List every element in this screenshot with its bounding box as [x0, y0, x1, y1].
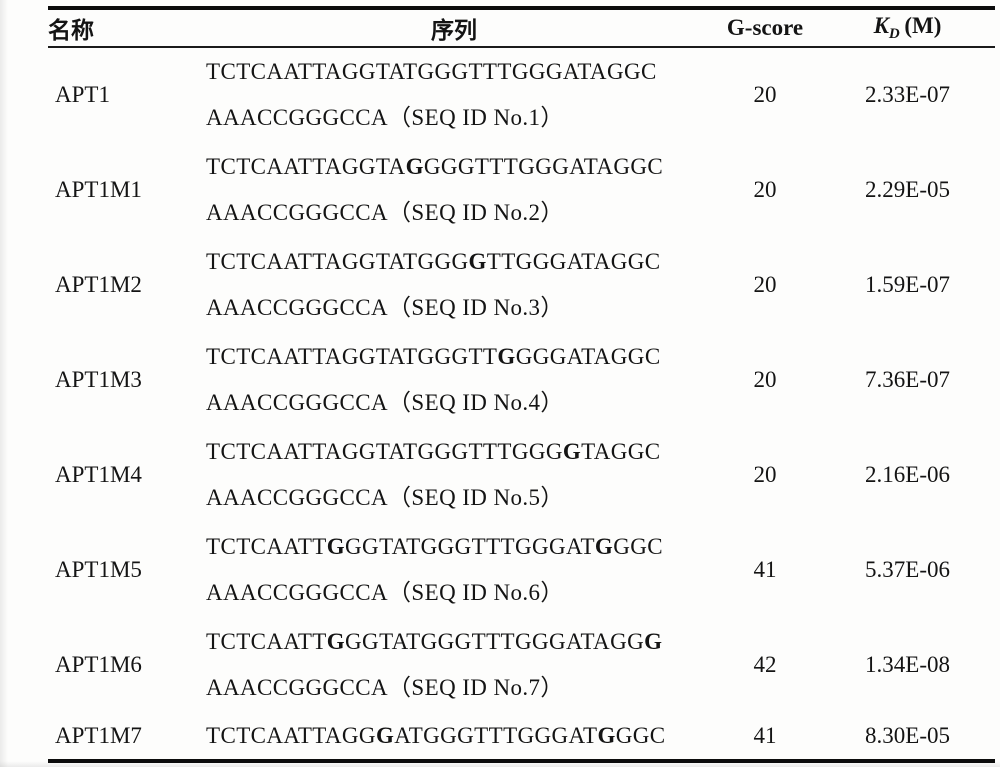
scan-edge-artifact: [0, 0, 8, 767]
mutated-base: G: [405, 153, 424, 179]
sequence-segment: TCTCAATTAGG: [206, 722, 376, 748]
mutated-base: G: [594, 533, 614, 559]
sequence-line-1: TCTCAATTAGGGATGGGTTTGGGATGGGC: [206, 713, 710, 759]
col-header-name: 名称: [48, 6, 198, 48]
gscore-cell: 20: [753, 461, 777, 487]
gscore-cell: 20: [753, 271, 777, 297]
sequence-cell: TCTCAATTAGGTATGGGGTTGGGATAGGC AAACCGGGCCA…: [198, 237, 710, 332]
gscore-cell: 41: [710, 712, 820, 763]
table-row: APT1M4 TCTCAATTAGGTATGGGTTTGGGGTAGGC AAACC…: [48, 427, 995, 522]
aptamer-name-cell: APT1M2: [55, 271, 142, 297]
table-row: APT1M2 TCTCAATTAGGTATGGGGTTGGGATAGGC AAACC…: [48, 237, 995, 332]
table-row: APT1M5 TCTCAATTGGGTATGGGTTTGGGATGGGC AAACC…: [48, 522, 995, 617]
sequence-line-1: TCTCAATTAGGTATGGGTTTGGGGTAGGC: [206, 429, 710, 475]
aptamer-name-cell: APT1M6: [55, 651, 142, 677]
sequence-line-2: AAACCGGGCCA（SEQ ID No.3）: [206, 294, 564, 320]
sequence-segment: TCTCAATTAGGTA: [206, 153, 406, 179]
kd-value-cell: 1.59E-07: [865, 271, 950, 297]
mutated-base: G: [562, 438, 582, 464]
gscore-cell: 20: [753, 176, 777, 202]
mutated-base: G: [468, 248, 487, 274]
sequence-segment: TCTCAATTAGGTATGGGTTTGGG: [206, 438, 563, 464]
table-row: APT1M6 TCTCAATTGGGTATGGGTTTGGGATAGGG AAACC…: [48, 617, 995, 712]
sequence-line-2: AAACCGGGCCA（SEQ ID No.4）: [206, 389, 564, 415]
mutated-base: G: [497, 343, 516, 369]
mutated-base: G: [644, 628, 663, 654]
gscore-cell: 20: [753, 366, 777, 392]
col-header-gscore: G-score: [710, 6, 820, 48]
kd-value-cell: 5.37E-06: [865, 556, 950, 582]
sequence-line-2: AAACCGGGCCA（SEQ ID No.6）: [206, 579, 564, 605]
aptamer-sequence-table: 名称 序列 G-score KD (M) APT1 TCTCAATTAGGTATG…: [48, 6, 995, 763]
col-header-kd: KD (M): [820, 6, 995, 48]
aptamer-name-cell: APT1M7: [48, 712, 198, 763]
sequence-line-1: TCTCAATTAGGTATGGGTTTGGGATAGGC: [206, 49, 710, 95]
kd-header-formula: KD (M): [873, 13, 942, 42]
sequence-line-1: TCTCAATTAGGTAGGGGTTTGGGATAGGC: [206, 144, 710, 190]
kd-value-cell: 2.29E-05: [865, 176, 950, 202]
sequence-segment: GGTATGGGTTTGGGAT: [345, 533, 595, 559]
sequence-cell: TCTCAATTAGGGATGGGTTTGGGATGGGC: [198, 712, 710, 763]
aptamer-name-cell: APT1M4: [55, 461, 142, 487]
table-row: APT1M7 TCTCAATTAGGGATGGGTTTGGGATGGGC 41 8.3…: [48, 712, 995, 763]
gscore-cell: 41: [753, 556, 777, 582]
mutated-base: G: [326, 533, 346, 559]
gscore-cell: 42: [753, 651, 777, 677]
kd-value-cell: 2.16E-06: [865, 461, 950, 487]
aptamer-name-cell: APT1M5: [55, 556, 142, 582]
sequence-segment: TCTCAATT: [206, 628, 327, 654]
sequence-segment: TCTCAATTAGGTATGGG: [206, 248, 469, 274]
scan-edge-artifact: [0, 761, 1000, 767]
sequence-line-1: TCTCAATTGGGTATGGGTTTGGGATAGGG: [206, 619, 710, 665]
mutated-base: G: [326, 628, 346, 654]
sequence-segment: TAGGC: [581, 438, 661, 464]
header-row: 名称 序列 G-score KD (M): [48, 6, 995, 48]
kd-value-cell: 2.33E-07: [865, 82, 950, 107]
table-header: 名称 序列 G-score KD (M): [48, 6, 995, 48]
sequence-line-2: AAACCGGGCCA（SEQ ID No.7）: [206, 674, 564, 700]
sequence-line-1: TCTCAATTGGGTATGGGTTTGGGATGGGC: [206, 524, 710, 570]
sequence-line-2: AAACCGGGCCA（SEQ ID No.5）: [206, 484, 564, 510]
sequence-segment: TCTCAATTAGGTATGGGTTTGGGATAGGC: [206, 59, 657, 84]
table-row: APT1M1 TCTCAATTAGGTAGGGGTTTGGGATAGGC AAACC…: [48, 142, 995, 237]
sequence-line-2: AAACCGGGCCA（SEQ ID No.1）: [206, 105, 564, 130]
sequence-segment: GGC: [613, 533, 663, 559]
aptamer-name-cell: APT1M1: [55, 176, 142, 202]
sequence-cell: TCTCAATTAGGTATGGGTTTGGGGTAGGC AAACCGGGCCA…: [198, 427, 710, 522]
table-body: APT1 TCTCAATTAGGTATGGGTTTGGGATAGGC AAACCGG…: [48, 47, 995, 763]
table-row: APT1 TCTCAATTAGGTATGGGTTTGGGATAGGC AAACCGG…: [48, 47, 995, 142]
sequence-segment: GGGATAGGC: [515, 343, 661, 369]
table-row: APT1M3 TCTCAATTAGGTATGGGTTGGGGATAGGC AAACC…: [48, 332, 995, 427]
gscore-cell: 20: [753, 82, 777, 107]
sequence-line-2: AAACCGGGCCA（SEQ ID No.2）: [206, 199, 564, 225]
sequence-segment: TCTCAATTAGGTATGGGTT: [206, 343, 498, 369]
sequence-segment: ATGGGTTTGGGAT: [394, 722, 598, 748]
sequence-segment: TCTCAATT: [206, 533, 327, 559]
sequence-segment: GGTATGGGTTTGGGATAGG: [345, 628, 645, 654]
sequence-cell: TCTCAATTAGGTATGGGTTTGGGATAGGC AAACCGGGCCA…: [198, 47, 710, 142]
aptamer-name-cell: APT1: [55, 82, 110, 107]
sequence-line-1: TCTCAATTAGGTATGGGTTGGGGATAGGC: [206, 334, 710, 380]
sequence-cell: TCTCAATTAGGTAGGGGTTTGGGATAGGC AAACCGGGCCA…: [198, 142, 710, 237]
sequence-cell: TCTCAATTAGGTATGGGTTGGGGATAGGC AAACCGGGCCA…: [198, 332, 710, 427]
aptamer-name-cell: APT1M3: [55, 366, 142, 392]
mutated-base: G: [375, 722, 395, 748]
kd-value-cell: 7.36E-07: [865, 366, 950, 392]
sequence-line-1: TCTCAATTAGGTATGGGGTTGGGATAGGC: [206, 239, 710, 285]
col-header-sequence: 序列: [198, 6, 710, 48]
kd-value-cell: 8.30E-05: [820, 712, 995, 763]
mutated-base: G: [597, 722, 616, 748]
sequence-segment: TTGGGATAGGC: [486, 248, 661, 274]
sequence-cell: TCTCAATTGGGTATGGGTTTGGGATAGGG AAACCGGGCCA…: [198, 617, 710, 712]
sequence-segment: GGGTTTGGGATAGGC: [423, 153, 664, 179]
kd-value-cell: 1.34E-08: [865, 651, 950, 677]
sequence-segment: GGC: [615, 722, 666, 748]
sequence-cell: TCTCAATTGGGTATGGGTTTGGGATGGGC AAACCGGGCCA…: [198, 522, 710, 617]
